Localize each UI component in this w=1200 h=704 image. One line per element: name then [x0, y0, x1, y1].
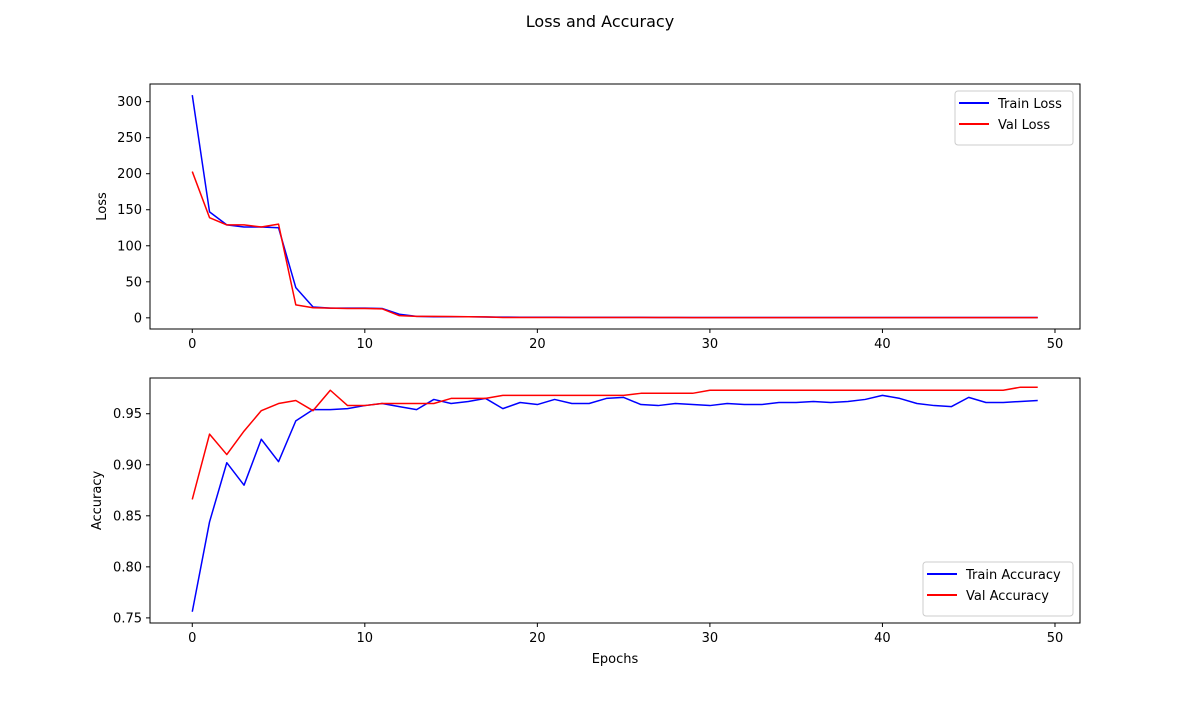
- x-tick-label: 50: [1047, 631, 1064, 646]
- x-tick-label: 40: [874, 337, 891, 352]
- x-axis-label: Epochs: [592, 652, 639, 667]
- legend-label: Train Loss: [997, 97, 1062, 112]
- x-tick-label: 10: [357, 337, 374, 352]
- y-tick-label: 0.75: [113, 611, 142, 626]
- legend-label: Val Accuracy: [966, 589, 1049, 604]
- y-tick-label: 0.95: [113, 407, 142, 422]
- y-tick-label: 250: [117, 131, 142, 146]
- y-tick-label: 300: [117, 95, 142, 110]
- series-line-train-accuracy: [191, 394, 1038, 612]
- x-tick-label: 0: [188, 631, 196, 646]
- legend-box: [954, 90, 1074, 146]
- y-tick-label: 50: [125, 275, 142, 290]
- legend: Train Loss Val Loss: [954, 90, 1074, 146]
- y-tick-label: 0.80: [113, 560, 142, 575]
- x-tick-label: 20: [529, 631, 546, 646]
- y-tick-label: 200: [117, 167, 142, 182]
- axes-frame: [149, 83, 1081, 330]
- y-tick-label: 150: [117, 203, 142, 218]
- y-tick-label: 0.85: [113, 509, 142, 524]
- y-tick-label: 100: [117, 239, 142, 254]
- legend-box: [922, 561, 1074, 617]
- series-line-val-accuracy: [191, 386, 1038, 500]
- y-axis-label: Loss: [95, 192, 110, 221]
- legend-label: Val Loss: [998, 118, 1050, 133]
- y-tick-label: 0: [134, 311, 142, 326]
- accuracy-plot: 0 10 20 30 40 50 0.75 0.80 0.85 0.90 0.95 Accuracy E…: [90, 377, 1081, 667]
- x-tick-label: 40: [874, 631, 891, 646]
- x-tick-label: 50: [1047, 337, 1064, 352]
- y-tick-label: 0.90: [113, 458, 142, 473]
- legend-label: Train Accuracy: [965, 568, 1061, 583]
- loss-plot: 0 10 20 30 40 50 0 50 100 150 200 250 300 Loss Train L…: [95, 83, 1081, 352]
- x-tick-label: 20: [529, 337, 546, 352]
- x-tick-label: 30: [702, 337, 719, 352]
- x-tick-label: 10: [357, 631, 374, 646]
- y-axis-label: Accuracy: [90, 471, 105, 531]
- series-line-val-loss: [191, 171, 1038, 319]
- figure-title: Loss and Accuracy: [526, 12, 674, 31]
- x-tick-label: 0: [188, 337, 196, 352]
- legend: Train Accuracy Val Accuracy: [922, 561, 1074, 617]
- x-tick-label: 30: [702, 631, 719, 646]
- axes-frame: [149, 377, 1081, 624]
